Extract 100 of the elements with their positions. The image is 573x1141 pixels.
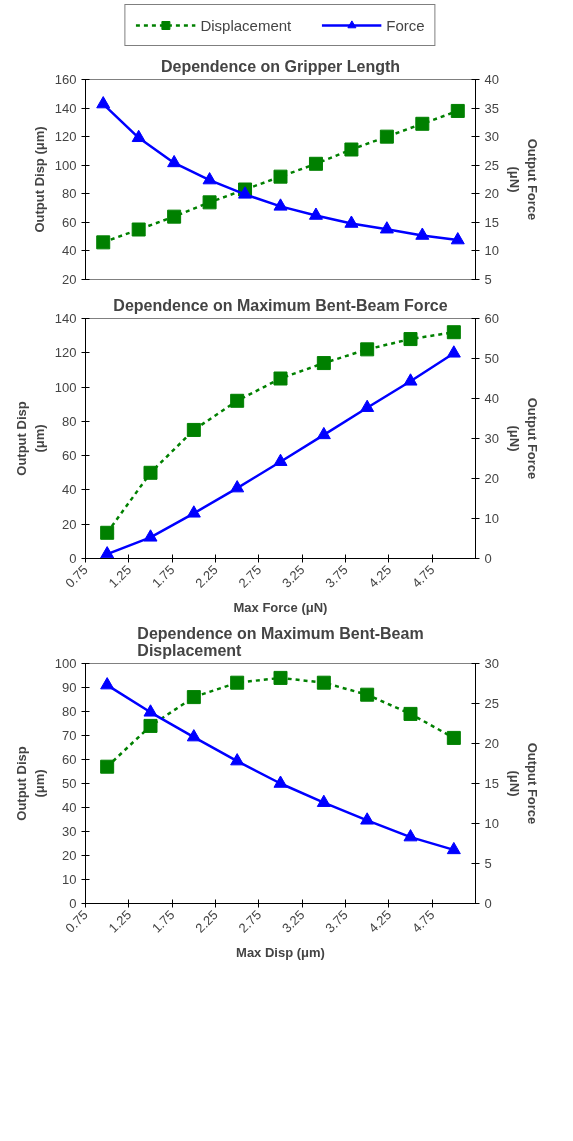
y2-tick-label: 0 xyxy=(484,551,492,566)
legend-label: Force xyxy=(386,16,425,34)
x-tick-label: 3.25 xyxy=(278,907,308,936)
point xyxy=(100,525,115,540)
y2-tick-label: 0 xyxy=(484,896,492,911)
y-tick-label: 140 xyxy=(54,311,77,326)
point xyxy=(403,373,418,386)
x-tick-label: 4.75 xyxy=(408,907,438,936)
point xyxy=(100,677,115,690)
point xyxy=(403,706,418,721)
point xyxy=(273,775,288,788)
y2-tick-label: 5 xyxy=(484,856,492,871)
point xyxy=(316,675,331,690)
y2-tick-label: 15 xyxy=(484,214,499,230)
point xyxy=(450,232,465,245)
point xyxy=(403,829,418,842)
point xyxy=(273,453,288,466)
y-tick-label: 60 xyxy=(62,448,77,464)
point xyxy=(446,841,461,855)
y-tick-label: 120 xyxy=(54,345,77,361)
y2-tick-label: 20 xyxy=(484,736,499,751)
y-tick-label: 40 xyxy=(62,482,77,498)
y-tick-label: 90 xyxy=(62,680,77,695)
y-axis-title: Output Disp (μm) xyxy=(13,746,47,821)
y2-tick-label: 10 xyxy=(484,816,499,831)
point xyxy=(230,480,245,493)
y2-tick-label: 20 xyxy=(484,186,499,202)
y-tick-label: 100 xyxy=(54,656,77,671)
y2-axis-title: Output Force (μN) xyxy=(506,742,540,825)
y2-tick-label: 60 xyxy=(484,311,499,326)
y-tick-label: 60 xyxy=(62,214,77,230)
y-tick-label: 140 xyxy=(54,100,77,116)
x-axis-title: Max Force (μN) xyxy=(233,599,328,615)
y-tick-label: 60 xyxy=(62,752,77,767)
point xyxy=(131,222,146,237)
y2-tick-label: 10 xyxy=(484,511,499,526)
y2-axis-title: Output Force (μN) xyxy=(506,138,540,221)
point xyxy=(131,129,146,143)
point xyxy=(360,812,375,825)
point xyxy=(379,221,394,234)
y2-tick-label: 5 xyxy=(484,272,492,287)
point xyxy=(167,209,182,224)
legend-label: Displacement xyxy=(200,16,292,34)
y2-tick-label: 10 xyxy=(484,243,499,259)
point xyxy=(360,687,375,702)
y2-tick-label: 25 xyxy=(484,696,499,711)
point xyxy=(100,546,115,559)
x-axis-title: Max Disp (μm) xyxy=(236,944,325,960)
y-tick-label: 100 xyxy=(54,157,77,173)
point xyxy=(316,426,331,440)
chart-title: Dependence on Maximum Bent-Beam Displacement xyxy=(137,624,424,659)
point xyxy=(308,156,323,171)
point xyxy=(96,96,111,109)
point xyxy=(344,215,359,228)
point xyxy=(344,142,359,157)
point xyxy=(186,505,201,518)
point xyxy=(186,729,201,742)
y-axis-title: Output Disp (μm) xyxy=(31,126,47,233)
point xyxy=(230,675,245,690)
y-tick-label: 40 xyxy=(62,243,77,259)
chart-title: Dependence on Maximum Bent-Beam Force xyxy=(113,296,448,314)
y2-tick-label: 35 xyxy=(484,100,499,116)
y-tick-label: 40 xyxy=(62,800,77,815)
y2-tick-label: 15 xyxy=(484,776,499,791)
point xyxy=(202,172,217,185)
point xyxy=(273,169,288,184)
point xyxy=(238,186,253,199)
y2-tick-label: 30 xyxy=(484,431,499,446)
y2-tick-label: 40 xyxy=(484,391,499,406)
point xyxy=(403,332,418,347)
y-tick-label: 20 xyxy=(62,272,77,287)
y-tick-label: 80 xyxy=(62,413,77,429)
y2-tick-label: 25 xyxy=(484,157,499,173)
point xyxy=(186,422,201,437)
x-tick-label: 4.25 xyxy=(365,907,395,936)
point xyxy=(415,227,430,240)
point xyxy=(308,207,323,220)
point xyxy=(143,704,158,717)
point xyxy=(273,198,288,211)
point xyxy=(167,154,182,168)
point xyxy=(360,399,375,412)
point xyxy=(230,753,245,766)
y2-axis-title: Output Force (μN) xyxy=(506,397,540,480)
point xyxy=(143,465,158,480)
y2-tick-label: 40 xyxy=(484,72,499,87)
point xyxy=(273,670,288,685)
y-axis-title: Output Disp (μm) xyxy=(13,401,47,476)
point xyxy=(273,371,288,386)
x-tick-label: 4.25 xyxy=(365,562,395,591)
y-tick-label: 20 xyxy=(62,848,77,863)
point xyxy=(450,103,465,118)
point xyxy=(379,129,394,144)
point xyxy=(316,356,331,371)
y-tick-label: 100 xyxy=(54,379,77,395)
y2-tick-label: 30 xyxy=(484,656,499,671)
x-tick-label: 4.75 xyxy=(408,562,438,591)
y-tick-label: 80 xyxy=(62,704,77,719)
point xyxy=(446,345,461,358)
y-tick-label: 120 xyxy=(54,129,77,145)
point xyxy=(202,195,217,210)
